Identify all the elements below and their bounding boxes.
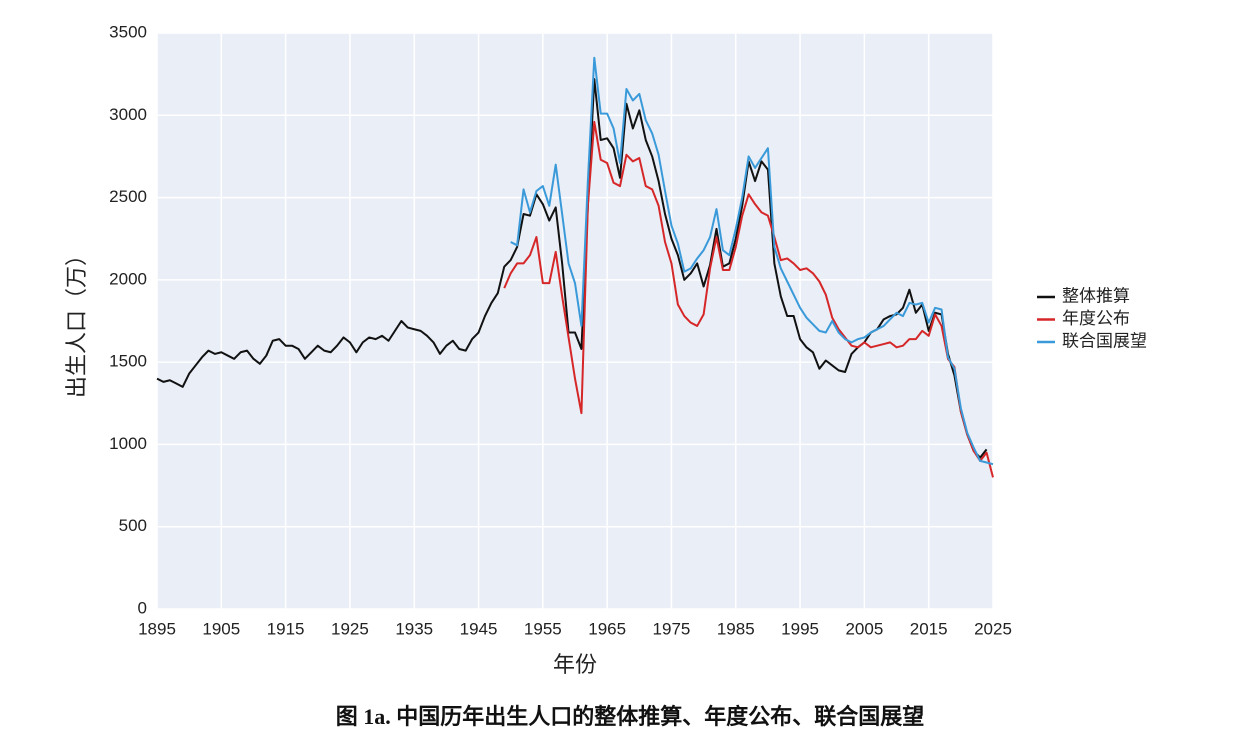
x-tick-label: 2025 [974,619,1012,638]
y-tick-label: 500 [119,516,147,535]
y-tick-label: 2000 [109,269,147,288]
y-tick-label: 3000 [109,105,147,124]
series-line [503,120,994,478]
series-line [510,56,994,466]
x-tick-label: 1915 [267,619,305,638]
plot-area [157,33,993,609]
x-tick-label: 1935 [395,619,433,638]
x-tick-label: 2005 [845,619,883,638]
y-tick-label: 0 [138,598,147,617]
y-tick-label: 1000 [109,434,147,453]
series-line [156,78,988,459]
x-axis-label: 年份 [553,652,597,677]
legend-label: 联合国展望 [1062,331,1147,350]
x-tick-label: 1975 [653,619,691,638]
y-tick-label: 1500 [109,352,147,371]
x-tick-label: 1955 [524,619,562,638]
caption: 图 1a. 中国历年出生人口的整体推算、年度公布、联合国展望 [336,704,925,729]
legend-label: 整体推算 [1062,286,1130,305]
x-tick-label: 1905 [202,619,240,638]
y-tick-label: 2500 [109,187,147,206]
x-tick-label: 1965 [588,619,626,638]
x-tick-label: 1925 [331,619,369,638]
x-tick-label: 1995 [781,619,819,638]
y-tick-label: 3500 [109,22,147,41]
legend-label: 年度公布 [1062,309,1130,328]
x-tick-label: 1945 [460,619,498,638]
y-axis-label: 出生人口（万） [64,244,89,398]
x-tick-label: 2015 [910,619,948,638]
x-tick-label: 1895 [138,619,176,638]
x-tick-label: 1985 [717,619,755,638]
